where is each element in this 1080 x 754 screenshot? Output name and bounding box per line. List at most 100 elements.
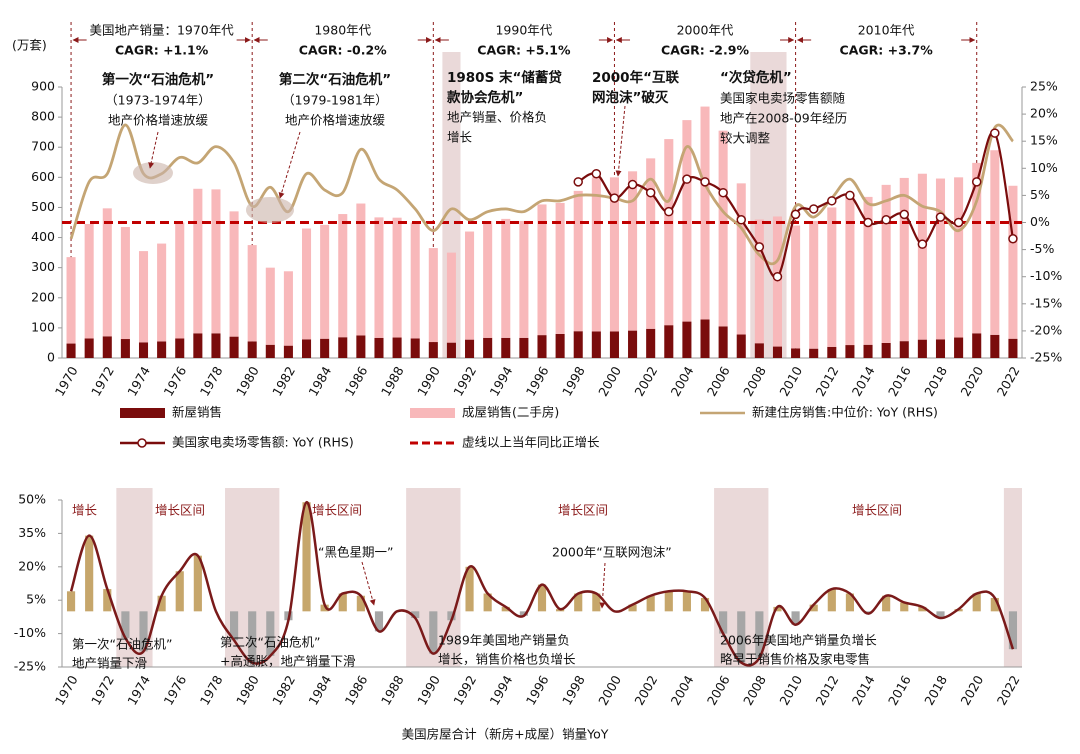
bar: [266, 611, 275, 656]
legend-label: 成屋销售(二手房): [462, 405, 559, 420]
marker: [990, 128, 1000, 138]
bar: [302, 339, 312, 358]
legend-swatch: [410, 408, 455, 418]
marker: [591, 168, 602, 179]
highlight: [133, 162, 173, 184]
y-tick-label: 200: [31, 289, 55, 304]
decade-cagr: CAGR: +1.1%: [115, 43, 209, 58]
y-tick-label: 700: [31, 139, 55, 154]
bar: [356, 203, 366, 336]
bar: [356, 595, 365, 612]
bar: [537, 204, 547, 336]
bar: [827, 589, 836, 612]
bar: [465, 231, 475, 340]
bar: [736, 334, 746, 358]
marker: [1008, 234, 1018, 244]
x-tick-label: 1998: [559, 673, 588, 708]
annotation: 较大调整: [720, 131, 771, 146]
y-tick-label: 50%: [18, 492, 46, 507]
y2-tick-label: -5%: [1030, 241, 1054, 256]
decade-label: 2000年代: [677, 23, 734, 38]
x-tick-label: 1994: [487, 364, 516, 399]
x-tick-label: 2008: [740, 673, 769, 708]
x-tick-label: 1994: [487, 673, 516, 708]
bar: [718, 326, 728, 358]
bar: [247, 245, 257, 342]
x-tick-label: 1990: [414, 364, 443, 399]
bar: [700, 319, 710, 358]
bar: [1008, 611, 1018, 650]
bar: [157, 243, 167, 342]
bar: [573, 190, 583, 332]
bar: [591, 331, 601, 358]
x-tick-label: 1996: [523, 364, 552, 399]
decade-cagr: CAGR: +5.1%: [477, 43, 571, 58]
marker: [845, 190, 855, 201]
bar: [972, 162, 982, 334]
marker: [971, 177, 982, 187]
bar: [103, 589, 112, 612]
bar: [935, 339, 946, 358]
bar: [609, 331, 619, 358]
bar: [283, 271, 293, 346]
bar: [356, 335, 366, 358]
bar: [573, 331, 583, 358]
bar: [900, 602, 909, 612]
y2-tick-label: -20%: [1030, 322, 1062, 337]
bar: [392, 337, 402, 358]
bar: [374, 217, 384, 338]
bar: [320, 224, 330, 339]
annotation: 1980S 末“储蓄贷: [447, 69, 562, 86]
x-tick-label: 1988: [378, 364, 407, 399]
bar: [772, 216, 782, 347]
bar: [211, 189, 221, 334]
arrow: [615, 105, 626, 177]
bar: [85, 535, 94, 612]
bar: [193, 555, 202, 612]
x-tick-label: 1984: [305, 364, 334, 399]
x-tick-label: 1998: [559, 364, 588, 399]
bar: [628, 171, 638, 331]
bar: [501, 218, 511, 338]
marker: [573, 177, 583, 187]
bar: [483, 220, 493, 338]
x-tick-label: 2006: [704, 673, 733, 708]
x-tick-label: 2010: [776, 673, 805, 708]
bar: [374, 337, 384, 358]
bar: [972, 593, 981, 612]
x-tick-label: 2004: [668, 364, 697, 399]
x-tick-label: 1972: [88, 364, 117, 399]
bar: [283, 345, 293, 358]
annotation: 地产销量下滑: [72, 656, 147, 671]
bar: [428, 248, 438, 343]
x-tick-label: 2000: [595, 673, 624, 708]
x-tick-label: 2018: [921, 364, 950, 399]
y-axis-label: (万套): [12, 38, 47, 53]
bar: [374, 611, 384, 632]
bar: [320, 338, 330, 358]
decade-label: 1990年代: [495, 23, 552, 38]
y2-tick-label: 10%: [1030, 160, 1058, 175]
x-tick-label: 1980: [233, 364, 262, 399]
x-tick-label: 1986: [342, 364, 371, 399]
region-label: 增长区间: [155, 503, 205, 518]
annotation: 第一次“石油危机”: [102, 71, 214, 88]
marker: [881, 215, 891, 225]
bar: [664, 591, 673, 612]
bar: [700, 597, 710, 612]
annotation: 地产在2008-09年经历: [720, 111, 847, 126]
x-tick-label: 1990: [414, 673, 443, 708]
x-tick-label: 2020: [957, 364, 986, 399]
marker: [863, 217, 873, 228]
bar: [990, 150, 1000, 335]
decade-label: 1980年代: [314, 23, 371, 38]
bar: [863, 344, 873, 358]
bar: [682, 591, 691, 612]
bar: [646, 595, 655, 612]
bar: [936, 611, 945, 619]
bar: [899, 177, 909, 342]
arrow: [361, 561, 376, 606]
bar: [537, 584, 547, 612]
x-tick-label: 1974: [124, 673, 153, 708]
